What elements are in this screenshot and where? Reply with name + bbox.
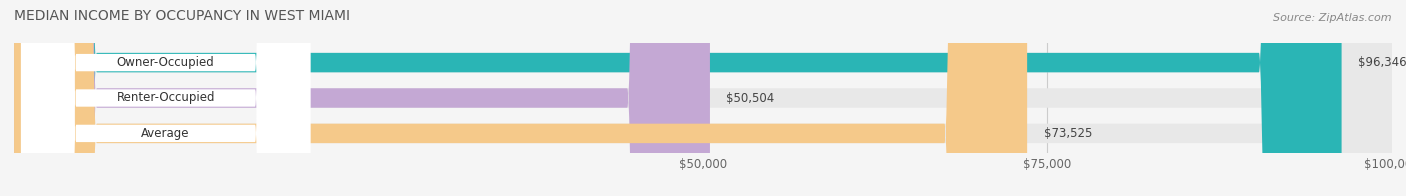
Text: Owner-Occupied: Owner-Occupied: [117, 56, 215, 69]
Text: $50,504: $50,504: [727, 92, 775, 104]
FancyBboxPatch shape: [21, 0, 311, 196]
FancyBboxPatch shape: [14, 0, 1028, 196]
Text: $73,525: $73,525: [1043, 127, 1092, 140]
Text: Renter-Occupied: Renter-Occupied: [117, 92, 215, 104]
FancyBboxPatch shape: [14, 0, 1341, 196]
FancyBboxPatch shape: [21, 0, 311, 196]
Text: Source: ZipAtlas.com: Source: ZipAtlas.com: [1274, 13, 1392, 23]
FancyBboxPatch shape: [14, 0, 1392, 196]
FancyBboxPatch shape: [14, 0, 1392, 196]
Text: $96,346: $96,346: [1358, 56, 1406, 69]
Text: Average: Average: [142, 127, 190, 140]
FancyBboxPatch shape: [14, 0, 1392, 196]
FancyBboxPatch shape: [21, 0, 311, 196]
Text: MEDIAN INCOME BY OCCUPANCY IN WEST MIAMI: MEDIAN INCOME BY OCCUPANCY IN WEST MIAMI: [14, 9, 350, 23]
FancyBboxPatch shape: [14, 0, 710, 196]
